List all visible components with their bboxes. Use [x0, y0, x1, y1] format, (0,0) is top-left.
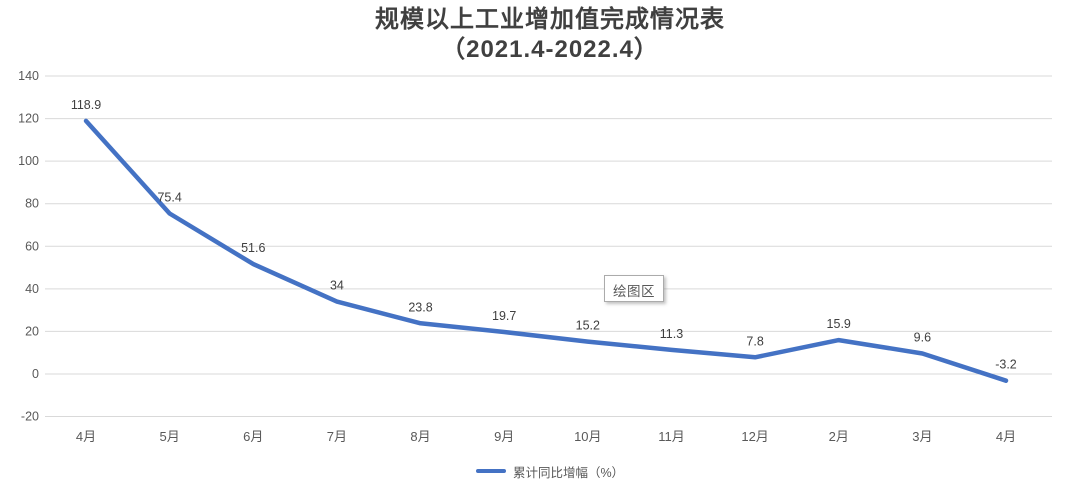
y-axis-tick-label: 0 [32, 367, 39, 381]
x-axis-tick-label: 9月 [494, 429, 514, 444]
data-point-label: -3.2 [995, 358, 1017, 372]
data-point-label: 15.9 [827, 317, 851, 331]
x-axis-tick-label: 4月 [996, 429, 1016, 444]
y-axis-tick-label: 60 [25, 239, 39, 253]
data-point-label: 75.4 [157, 190, 181, 204]
y-axis-tick-label: -20 [21, 410, 39, 424]
plot-area-tooltip: 绘图区 [604, 275, 664, 302]
data-point-label: 19.7 [492, 309, 516, 323]
data-point-label: 23.8 [408, 300, 432, 314]
data-point-label: 7.8 [746, 334, 763, 348]
x-axis-tick-label: 5月 [160, 429, 180, 444]
x-axis-tick-label: 7月 [327, 429, 347, 444]
data-point-label: 51.6 [241, 241, 265, 255]
x-axis-tick-label: 12月 [741, 429, 768, 444]
data-point-label: 34 [330, 279, 344, 293]
legend-label: 累计同比增幅（%） [512, 465, 625, 480]
data-point-label: 9.6 [914, 331, 931, 345]
y-axis-tick-label: 80 [25, 197, 39, 211]
x-axis-tick-label: 4月 [76, 429, 96, 444]
legend-series-line-icon [475, 469, 506, 473]
x-axis-tick-label: 2月 [829, 429, 849, 444]
legend[interactable]: 累计同比增幅（%） [48, 461, 1052, 481]
data-point-label: 118.9 [71, 98, 101, 112]
y-axis-tick-label: 100 [18, 154, 39, 168]
data-point-label: 11.3 [660, 327, 683, 341]
chart-title: 规模以上工业增加值完成情况表 [375, 6, 725, 33]
data-point-label: 15.2 [576, 319, 600, 333]
chart-subtitle: （2021.4-2022.4） [441, 36, 659, 63]
chart-title-block: 规模以上工业增加值完成情况表 （2021.4-2022.4） [21, 5, 1079, 65]
y-axis-tick-label: 140 [18, 69, 39, 83]
y-axis-tick-label: 120 [18, 112, 39, 126]
y-axis-tick-label: 20 [25, 324, 39, 338]
y-axis-tick-label: 40 [25, 282, 39, 296]
x-axis-tick-label: 8月 [410, 429, 430, 444]
x-axis-tick-label: 3月 [912, 429, 932, 444]
x-axis-tick-label: 10月 [574, 429, 601, 444]
x-axis-tick-label: 11月 [658, 429, 685, 444]
series-line[interactable] [83, 118, 1009, 383]
x-axis-tick-label: 6月 [243, 429, 263, 444]
